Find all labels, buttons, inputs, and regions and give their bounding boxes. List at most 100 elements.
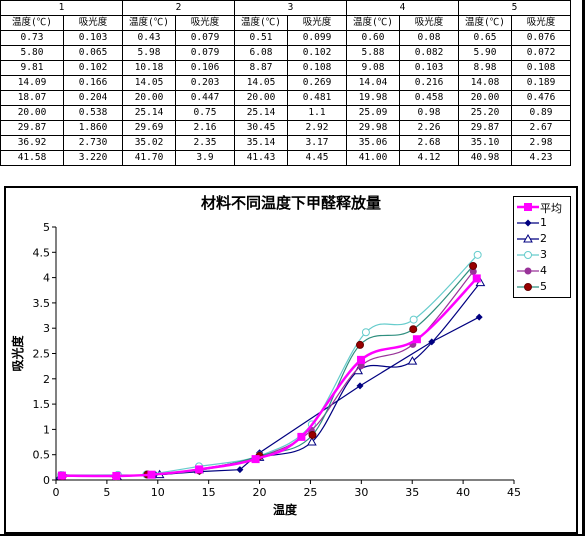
legend-label: 平均 xyxy=(540,202,562,215)
x-tick-label: 45 xyxy=(507,486,521,499)
table-cell: 0.75 xyxy=(175,105,235,121)
data-point xyxy=(469,261,478,270)
table-cell: 25.14 xyxy=(234,105,288,121)
table-cell: 1.860 xyxy=(63,120,123,136)
window-edge-right xyxy=(582,0,585,536)
table-column-header: 吸光度 xyxy=(287,15,347,31)
table-cell: 0.203 xyxy=(175,75,235,91)
table-row: 5.80 0.065 5.98 0.079 6.08 0.102 5.88 0.082 5.90… xyxy=(0,45,571,61)
legend-marker xyxy=(524,203,532,211)
table-cell: 3.17 xyxy=(287,135,347,151)
chart-legend: 平均 1 2 3 4 5 xyxy=(513,196,571,298)
table-cell: 5.98 xyxy=(122,45,176,61)
table-cell: 29.98 xyxy=(346,120,400,136)
x-tick-label: 0 xyxy=(53,486,60,499)
x-axis-label: 温度 xyxy=(273,502,298,517)
legend-swatch xyxy=(517,203,539,211)
legend-label: 5 xyxy=(540,280,547,293)
table-row: 0.73 0.103 0.43 0.079 0.51 0.099 0.60 0.08 0.65 0… xyxy=(0,30,571,46)
table-cell: 0.60 xyxy=(346,30,400,46)
table-cell: 20.00 xyxy=(234,90,288,106)
table-cell: 0.099 xyxy=(287,30,347,46)
window-edge-bottom xyxy=(0,534,585,536)
y-tick-label: 2.5 xyxy=(33,348,51,361)
data-point xyxy=(356,340,365,349)
table-cell: 4.45 xyxy=(287,150,347,166)
table-cell: 0.447 xyxy=(175,90,235,106)
table-cell: 4.12 xyxy=(399,150,459,166)
data-point xyxy=(412,335,421,344)
table-row: 36.92 2.730 35.02 2.35 35.14 3.17 35.06 2.68 35.… xyxy=(0,135,571,151)
table-column-header: 吸光度 xyxy=(511,15,571,31)
data-point xyxy=(57,471,66,480)
table-cell: 19.98 xyxy=(346,90,400,106)
y-tick-label: 0.5 xyxy=(33,449,51,462)
table-cell: 8.98 xyxy=(458,60,512,76)
x-tick-label: 35 xyxy=(405,486,419,499)
table-cell: 20.00 xyxy=(458,90,512,106)
y-tick-label: 4.5 xyxy=(33,246,51,259)
table-column-header: 温度(℃) xyxy=(234,15,288,31)
table-cell: 14.05 xyxy=(234,75,288,91)
table-cell: 0.108 xyxy=(287,60,347,76)
chart-area: 材料不同温度下甲醛释放量 0 5 10 15 20 25 30 35 40 45 0 0.5 1 1.5 2 2… xyxy=(4,186,578,534)
table-cell: 0.476 xyxy=(511,90,571,106)
table-cell: 35.10 xyxy=(458,135,512,151)
y-axis-label: 吸光度 xyxy=(10,335,25,372)
table-row: 29.87 1.860 29.69 2.16 30.45 2.92 29.98 2.26 29.… xyxy=(0,120,571,136)
table-cell: 25.14 xyxy=(122,105,176,121)
x-tick-label: 20 xyxy=(253,486,267,499)
table-cell: 0.89 xyxy=(511,105,571,121)
table-cell: 0.082 xyxy=(399,45,459,61)
table-cell: 0.08 xyxy=(399,30,459,46)
table-cell: 30.45 xyxy=(234,120,288,136)
table-cell: 20.00 xyxy=(122,90,176,106)
legend-label: 1 xyxy=(540,216,547,229)
table-cell: 40.98 xyxy=(458,150,512,166)
legend-swatch xyxy=(517,267,539,275)
table-cell: 0.102 xyxy=(287,45,347,61)
legend-item: 平均 xyxy=(514,199,570,215)
x-tick-label: 30 xyxy=(354,486,368,499)
y-tick-label: 1 xyxy=(43,423,50,436)
table-row: 18.07 0.204 20.00 0.447 20.00 0.481 19.98 0.458… xyxy=(0,90,571,106)
x-tick-label: 25 xyxy=(303,486,317,499)
table-cell: 14.09 xyxy=(0,75,64,91)
table-column-header: 温度(℃) xyxy=(122,15,176,31)
legend-marker xyxy=(524,251,532,259)
y-tick-label: 4 xyxy=(43,272,50,285)
table-cell: 0.072 xyxy=(511,45,571,61)
data-point xyxy=(472,274,481,283)
x-tick-label: 15 xyxy=(202,486,216,499)
table-cell: 5.88 xyxy=(346,45,400,61)
table-row: 41.58 3.220 41.70 3.9 41.43 4.45 41.00 4.12 40.9… xyxy=(0,150,571,166)
data-point xyxy=(473,250,482,259)
table-cell: 14.08 xyxy=(458,75,512,91)
table-group-header: 3 xyxy=(234,0,347,16)
series-line xyxy=(61,254,479,476)
table-cell: 2.35 xyxy=(175,135,235,151)
table-cell: 36.92 xyxy=(0,135,64,151)
table-cell: 0.189 xyxy=(511,75,571,91)
data-point xyxy=(297,432,306,441)
table-cell: 0.166 xyxy=(63,75,123,91)
table-group-header: 2 xyxy=(122,0,235,16)
table-cell: 0.102 xyxy=(63,60,123,76)
legend-swatch xyxy=(517,251,539,259)
table-group-header: 5 xyxy=(458,0,571,16)
table-cell: 20.00 xyxy=(0,105,64,121)
data-point xyxy=(251,455,260,464)
table-cell: 18.07 xyxy=(0,90,64,106)
table-cell: 0.103 xyxy=(63,30,123,46)
data-table-container: 1 2 3 4 5 温度(℃) 吸光度 温度(℃) 吸光度 温度(℃) 吸光度 温度(℃) 吸光度 温度(… xyxy=(0,0,571,166)
table-cell: 4.23 xyxy=(511,150,571,166)
legend-item: 2 xyxy=(514,231,570,247)
data-point xyxy=(307,437,317,446)
table-cell: 5.80 xyxy=(0,45,64,61)
data-point xyxy=(409,315,418,324)
table-cell: 2.98 xyxy=(511,135,571,151)
table-cell: 0.065 xyxy=(63,45,123,61)
table-cell: 29.87 xyxy=(0,120,64,136)
table-cell: 0.079 xyxy=(175,30,235,46)
table-cell: 6.08 xyxy=(234,45,288,61)
